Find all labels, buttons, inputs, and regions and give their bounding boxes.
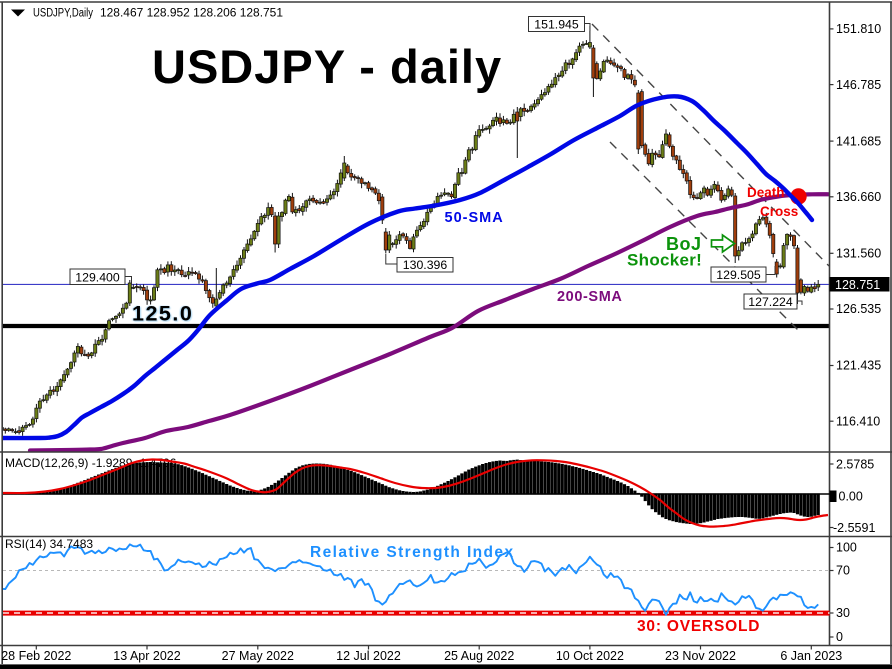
svg-text:RSI(14) 34.7483: RSI(14) 34.7483 <box>5 537 93 551</box>
svg-text:125.0: 125.0 <box>132 302 193 326</box>
svg-text:128.467 128.952 128.206 128.75: 128.467 128.952 128.206 128.751 <box>100 6 283 20</box>
svg-text:BoJ: BoJ <box>666 234 702 254</box>
svg-text:30: OVERSOLD: 30: OVERSOLD <box>637 618 760 635</box>
svg-text:25 Aug 2022: 25 Aug 2022 <box>444 649 514 663</box>
svg-text:151.810: 151.810 <box>836 22 881 36</box>
svg-text:Cross: Cross <box>760 204 798 219</box>
svg-text:USDJPY,Daily: USDJPY,Daily <box>33 8 93 20</box>
svg-text:27 May 2022: 27 May 2022 <box>222 649 294 663</box>
svg-text:6 Jan 2023: 6 Jan 2023 <box>780 649 842 663</box>
svg-text:146.785: 146.785 <box>836 78 881 92</box>
svg-text:141.685: 141.685 <box>836 134 881 148</box>
svg-text:126.535: 126.535 <box>836 302 881 316</box>
svg-text:Shocker!: Shocker! <box>627 251 702 270</box>
svg-text:10 Oct 2022: 10 Oct 2022 <box>556 649 624 663</box>
svg-text:-2.5591: -2.5591 <box>833 521 875 535</box>
svg-text:129.505: 129.505 <box>716 268 761 282</box>
svg-text:13 Apr 2022: 13 Apr 2022 <box>113 649 180 663</box>
svg-text:Death: Death <box>747 185 785 200</box>
svg-text:136.660: 136.660 <box>836 190 881 204</box>
svg-text:23 Nov 2022: 23 Nov 2022 <box>665 649 736 663</box>
svg-text:128.751: 128.751 <box>835 278 880 292</box>
svg-text:130.396: 130.396 <box>403 258 448 272</box>
svg-text:129.400: 129.400 <box>75 270 120 284</box>
svg-text:127.224: 127.224 <box>748 295 793 309</box>
svg-text:50-SMA: 50-SMA <box>445 210 504 226</box>
svg-text:121.435: 121.435 <box>836 359 881 373</box>
svg-text:0: 0 <box>836 630 843 644</box>
svg-text:2.5785: 2.5785 <box>836 458 874 472</box>
svg-text:28 Feb 2022: 28 Feb 2022 <box>1 649 71 663</box>
svg-text:151.945: 151.945 <box>534 17 579 31</box>
svg-text:12 Jul 2022: 12 Jul 2022 <box>336 649 401 663</box>
svg-text:200-SMA: 200-SMA <box>557 289 622 305</box>
svg-text:70: 70 <box>836 564 850 578</box>
svg-text:131.560: 131.560 <box>836 247 881 261</box>
svg-text:USDJPY - daily: USDJPY - daily <box>152 40 502 93</box>
svg-text:30: 30 <box>836 606 850 620</box>
svg-text:100: 100 <box>836 541 857 555</box>
svg-text:Relative Strength Index: Relative Strength Index <box>310 544 514 561</box>
svg-text:116.410: 116.410 <box>836 414 880 428</box>
svg-text:0.00: 0.00 <box>839 490 863 504</box>
